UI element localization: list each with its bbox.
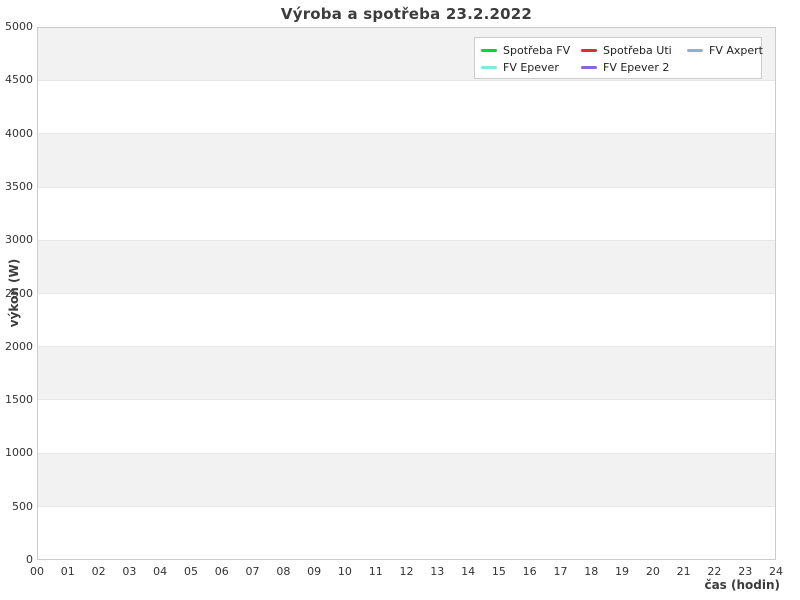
- x-tick-label: 07: [245, 565, 260, 578]
- x-axis-label: čas (hodin): [704, 578, 780, 592]
- x-tick-label: 13: [430, 565, 445, 578]
- plot-band: [38, 399, 775, 453]
- y-tick-label: 2000: [5, 339, 33, 353]
- x-tick-label: 06: [214, 565, 229, 578]
- plot-band: [38, 505, 775, 560]
- legend-line-swatch-icon: [581, 48, 597, 52]
- plot-band: [38, 452, 775, 506]
- x-tick-label: 15: [491, 565, 506, 578]
- y-tick-label: 3000: [5, 233, 33, 247]
- plot-band: [38, 186, 775, 240]
- legend-item-label: FV Axpert: [709, 43, 763, 57]
- x-tick-label: 18: [584, 565, 599, 578]
- x-tick-label: 11: [368, 565, 383, 578]
- y-tick-label: 4500: [5, 73, 33, 87]
- y-tick-label: 1000: [5, 446, 33, 460]
- x-tick-label: 14: [461, 565, 476, 578]
- x-tick-label: 10: [337, 565, 352, 578]
- y-tick-label: 4000: [5, 126, 33, 140]
- plot-band: [38, 346, 775, 400]
- legend-item-label: Spotřeba Uti: [603, 43, 672, 57]
- x-tick-label: 01: [60, 565, 75, 578]
- legend: Spotřeba FV Spotřeba Uti FV Axpert FV Epeve…: [474, 37, 763, 79]
- y-tick-label: 1500: [5, 393, 33, 407]
- y-tick-label: 2500: [5, 286, 33, 300]
- x-tick-label: 03: [122, 565, 137, 578]
- legend-line-swatch-icon: [687, 48, 703, 52]
- y-tick-label: 5000: [5, 20, 33, 33]
- x-tick-label: 04: [153, 565, 168, 578]
- x-tick-label: 17: [553, 565, 568, 578]
- x-tick-label: 19: [615, 565, 630, 578]
- legend-line-swatch-icon: [581, 65, 597, 69]
- x-tick-label: 09: [307, 565, 322, 578]
- x-tick-label: 23: [738, 565, 753, 578]
- legend-item-label: FV Epever: [503, 60, 559, 74]
- x-tick-label: 20: [645, 565, 660, 578]
- plot-band: [38, 239, 775, 294]
- y-tick-label: 500: [12, 499, 33, 513]
- plot-area: [37, 27, 776, 560]
- x-tick-label: 05: [183, 565, 198, 578]
- legend-item: FV Epever 2: [581, 59, 687, 75]
- y-tick-label: 3500: [5, 179, 33, 193]
- x-tick-label: 12: [399, 565, 414, 578]
- legend-item: FV Epever: [481, 59, 581, 75]
- x-tick-label: 24: [769, 565, 783, 578]
- x-tick-label: 02: [91, 565, 106, 578]
- legend-item: FV Axpert: [687, 42, 763, 58]
- plot-band: [38, 293, 775, 347]
- legend-line-swatch-icon: [481, 65, 497, 69]
- legend-line-swatch-icon: [481, 48, 497, 52]
- legend-item: Spotřeba FV: [481, 42, 581, 58]
- legend-item-label: FV Epever 2: [603, 60, 670, 74]
- x-tick-label: 08: [276, 565, 291, 578]
- y-axis-label: výkon (W): [7, 258, 21, 328]
- x-tick-label: 21: [676, 565, 691, 578]
- legend-item-label: Spotřeba FV: [503, 43, 571, 57]
- y-tick-label: 0: [26, 553, 33, 566]
- legend-item: Spotřeba Uti: [581, 42, 687, 58]
- x-tick-label: 22: [707, 565, 722, 578]
- plot-band: [38, 80, 775, 134]
- chart-title: Výroba a spotřeba 23.2.2022: [280, 5, 533, 23]
- x-tick-label: 00: [30, 565, 44, 578]
- x-tick-label: 16: [522, 565, 537, 578]
- plot-band: [38, 133, 775, 187]
